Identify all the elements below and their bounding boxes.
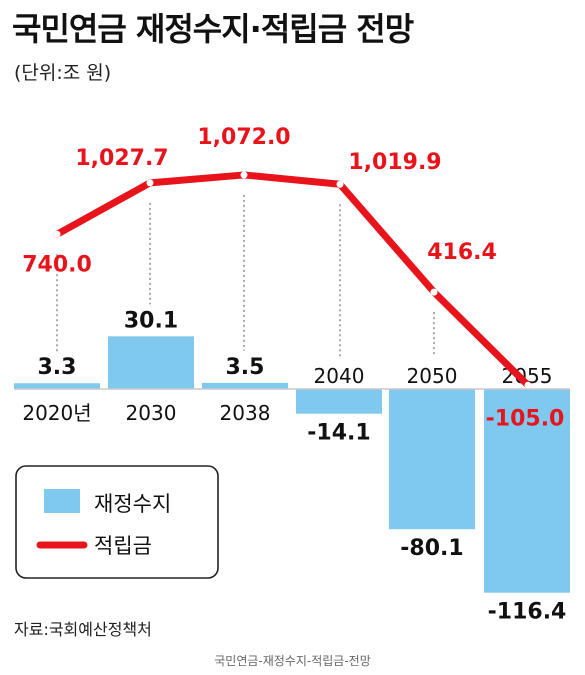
guide-lines <box>56 194 435 357</box>
image-caption: 국민연금-재정수지-적립금-전망 <box>214 654 371 668</box>
legend-bar-label: 재정수지 <box>94 492 171 516</box>
reserve-label-2055: -105.0 <box>486 406 565 431</box>
x-tick-2030: 2030 <box>126 401 177 425</box>
bar-2030 <box>108 336 194 389</box>
x-tick-2040: 2040 <box>314 364 365 388</box>
bar-value-labels: 3.3 30.1 3.5 -14.1 -80.1 -116.4 <box>38 308 567 624</box>
chart-title: 국민연금 재정수지·적립금 전망 <box>12 10 414 48</box>
reserve-line-path <box>53 171 532 389</box>
bar-label-2055: -116.4 <box>488 600 567 625</box>
x-tick-2038: 2038 <box>220 401 271 425</box>
unit-label: (단위:조 원) <box>14 62 112 84</box>
reserve-point-2030 <box>146 179 154 187</box>
bar-label-2020년: 3.3 <box>38 355 77 380</box>
x-tick-2050: 2050 <box>407 364 458 388</box>
reserve-label-2030: 1,027.7 <box>75 146 168 171</box>
bar-label-2038: 3.5 <box>226 355 265 380</box>
legend: 재정수지 적립금 <box>15 465 219 579</box>
reserve-label-2050: 416.4 <box>427 240 497 265</box>
legend-box <box>15 465 219 579</box>
bar-label-2040: -14.1 <box>307 421 370 446</box>
reserve-point-2038 <box>240 171 248 179</box>
bar-2055 <box>484 389 570 593</box>
reserve-point-2040 <box>336 180 344 188</box>
legend-bar-swatch <box>44 489 80 513</box>
reserve-label-2040: 1,019.9 <box>348 150 441 175</box>
x-tick-2020년: 2020년 <box>22 401 91 425</box>
bar-label-2030: 30.1 <box>124 308 178 333</box>
reserve-label-2038: 1,072.0 <box>197 125 290 150</box>
bar-2040 <box>296 389 382 414</box>
bar-2050 <box>389 389 475 530</box>
reserve-line <box>53 171 532 389</box>
source-note: 자료:국회예산정책처 <box>14 620 152 639</box>
bar-2038 <box>202 382 288 389</box>
bar-label-2050: -80.1 <box>400 536 463 561</box>
reserve-point-2055 <box>524 381 532 389</box>
bar-2020년 <box>14 383 100 389</box>
reserve-label-2020년: 740.0 <box>22 252 92 277</box>
line-value-labels: 740.0 1,027.7 1,072.0 1,019.9 416.4 -105.0 <box>22 125 564 431</box>
legend-line-label: 적립금 <box>94 534 152 558</box>
reserve-point-2050 <box>430 288 438 296</box>
bars <box>14 336 570 593</box>
reserve-point-2020년 <box>53 230 61 238</box>
